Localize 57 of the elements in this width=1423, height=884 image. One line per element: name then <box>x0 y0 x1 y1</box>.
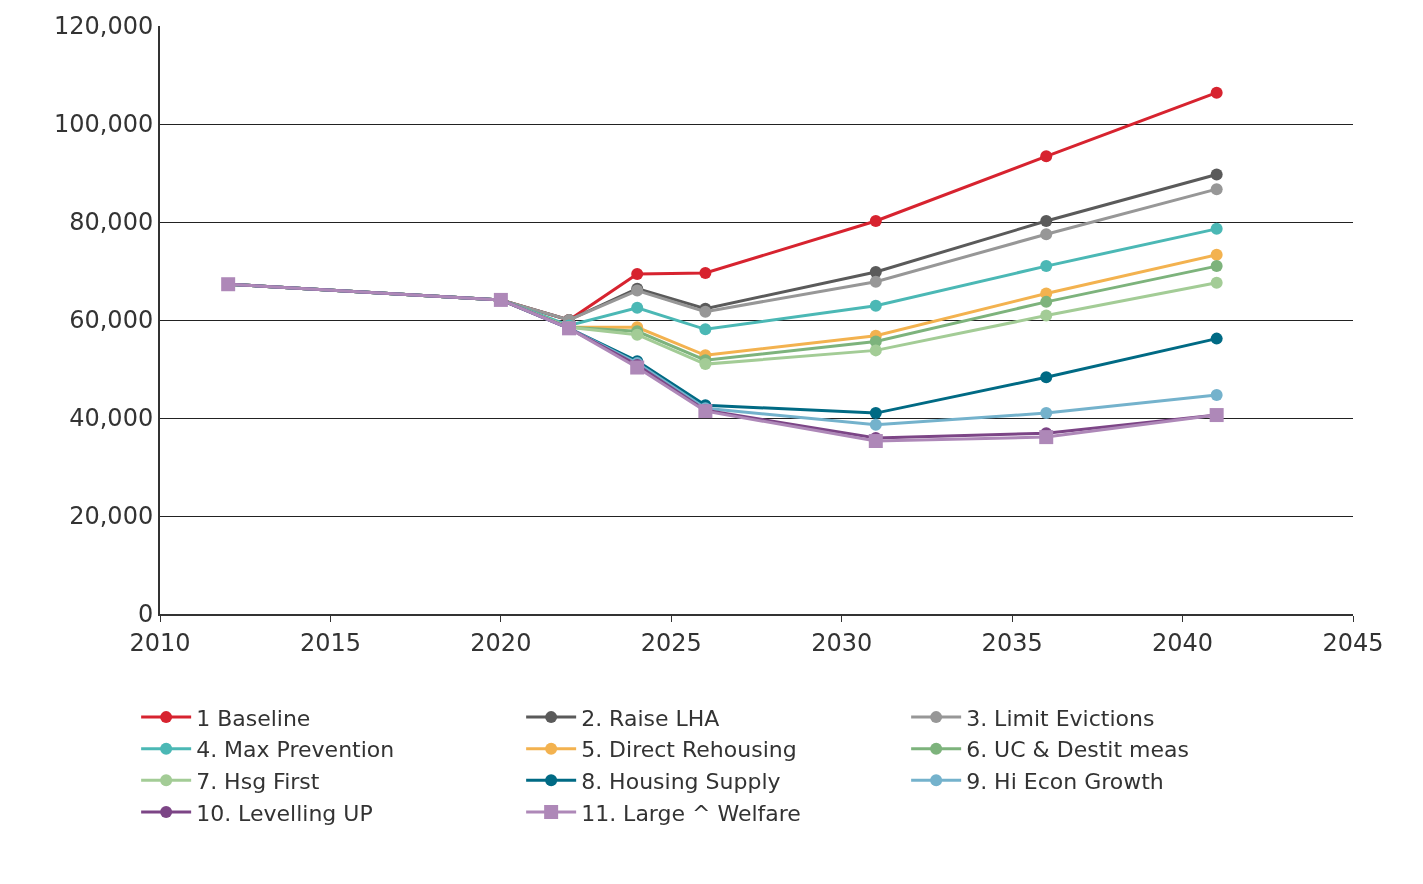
y-tick-label: 40,000 <box>69 404 154 433</box>
point <box>699 358 712 371</box>
point <box>1210 86 1223 99</box>
legend-label: 1 Baseline <box>196 705 311 731</box>
legend-label: 10. Levelling UP <box>196 800 373 826</box>
point <box>1040 150 1053 163</box>
point <box>1040 260 1053 273</box>
legend-label: 6. UC & Destit meas <box>966 737 1189 763</box>
point <box>631 301 644 314</box>
legend-label: 2. Raise LHA <box>581 705 720 731</box>
x-tick-label: 2010 <box>129 628 191 657</box>
x-tick-label: 2040 <box>1152 628 1214 657</box>
point <box>1040 371 1053 384</box>
legend-label: 4. Max Prevention <box>196 737 395 763</box>
point <box>1210 183 1223 196</box>
point <box>1210 332 1223 345</box>
point <box>1210 168 1223 181</box>
point <box>869 299 882 312</box>
point <box>869 265 882 278</box>
point <box>1040 295 1053 308</box>
legend-label: 8. Housing Supply <box>581 768 781 794</box>
y-tick-label: 80,000 <box>69 208 154 237</box>
point <box>868 434 883 449</box>
point <box>1040 215 1053 228</box>
point <box>1210 248 1223 261</box>
point <box>631 267 644 280</box>
point <box>869 418 882 431</box>
point <box>1039 430 1054 445</box>
point <box>1040 228 1053 241</box>
legend-label: 9. Hi Econ Growth <box>966 768 1164 794</box>
y-tick-label: 0 <box>137 600 154 629</box>
point <box>869 275 882 288</box>
x-tick-label: 2035 <box>981 628 1043 657</box>
legend-label: 11. Large ^ Welfare <box>581 800 801 826</box>
x-tick-label: 2045 <box>1322 628 1384 657</box>
point <box>1040 309 1053 322</box>
point <box>1210 222 1223 235</box>
point <box>1210 388 1223 401</box>
legend-label: 3. Limit Evictions <box>966 705 1155 731</box>
point <box>1210 260 1223 273</box>
point <box>699 266 712 279</box>
point <box>869 344 882 357</box>
x-tick-label: 2020 <box>470 628 532 657</box>
x-tick-label: 2025 <box>640 628 702 657</box>
point <box>869 215 882 228</box>
legend-label: 5. Direct Rehousing <box>581 737 797 763</box>
point <box>1040 407 1053 420</box>
legend-label: 7. Hsg First <box>196 768 320 794</box>
point <box>1210 276 1223 289</box>
x-tick-label: 2030 <box>811 628 873 657</box>
x-tick-label: 2015 <box>299 628 361 657</box>
point <box>699 323 712 336</box>
y-tick-label: 100,000 <box>53 110 154 139</box>
point <box>869 407 882 420</box>
y-tick-label: 20,000 <box>69 502 154 531</box>
y-tick-label: 120,000 <box>53 12 154 41</box>
y-tick-label: 60,000 <box>69 306 154 335</box>
